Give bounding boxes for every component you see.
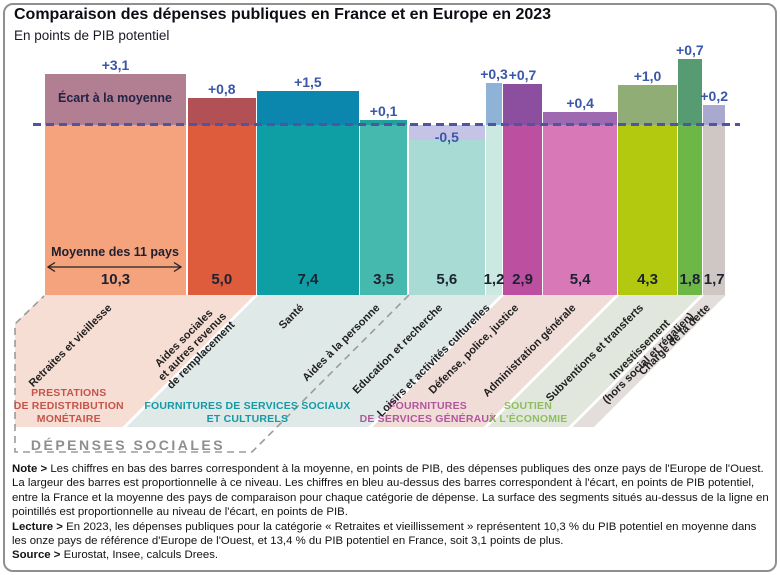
bar-subventions [618,125,677,295]
value-label-retraites: 10,3 [100,271,131,288]
gap-label-education: -0,5 [434,129,459,145]
bar-gap-segment-loisirs [486,82,502,125]
axis-label-aides-sociales: Aides sociales et autres revenus de rempla… [147,302,237,392]
bar-gap-segment-retraites [44,73,187,125]
chart-subtitle: En points de PIB potentiel [14,28,170,43]
depenses-sociales-label: DÉPENSES SOCIALES [30,437,226,453]
value-label-administration: 5,4 [569,271,591,288]
bar-sante [257,125,359,295]
value-label-defense: 2,9 [512,271,533,288]
gap-label-defense: +0,7 [508,66,537,83]
bar-gap-segment-subventions [618,85,677,125]
axis-label-retraites: Retraites et vieillesse [26,302,114,390]
axis-label-investissement: Investissement (hors social et régalien) [593,302,697,406]
bar-gap-segment-charge-dette [703,105,726,125]
value-label-loisirs: 1,2 [483,271,505,288]
gap-label-aides-sociales: +0,8 [207,80,236,97]
gap-label-investissement: +0,7 [676,41,704,58]
bar-loisirs [486,125,502,295]
gap-label-sante: +1,5 [294,73,322,90]
bar-gap-segment-investissement [678,58,702,125]
bar-aides-sociales [187,125,256,295]
gap-label-administration: +0,4 [566,95,594,112]
axis-label-line: Santé [276,302,307,332]
gap-label-aides-personne: +0,1 [369,103,398,120]
value-label-aides-personne: 3,5 [373,271,395,288]
bar-gap-segment-administration [543,112,617,125]
value-label-investissement: 1,8 [679,271,701,288]
bar-aides-personne [360,125,408,295]
gap-label-subventions: +1,0 [633,68,662,85]
note-text: Note > Les chiffres en bas des barres co… [12,463,769,519]
axis-label-sante: Santé [277,302,307,332]
bar-gap-segment-aides-sociales [187,97,256,125]
value-label-aides-sociales: 5,0 [211,271,233,288]
bar-charge-dette [703,125,726,295]
bar-gap-segment-sante [257,90,359,125]
bar-gap-segment-education [408,125,485,141]
gap-label-retraites: +3,1 [101,56,130,73]
bar-gap-segment-aides-personne [360,120,408,125]
group-title-line: À L'ÉCONOMIE [488,413,568,425]
bar-investissement [678,125,702,295]
mean-dashed-line [33,123,740,126]
axis-label-line: Retraites et vieillesse [26,302,115,390]
value-label-education: 5,6 [436,271,458,288]
bar-administration [543,125,617,295]
value-label-charge-dette: 1,7 [703,271,725,288]
gap-label-loisirs: +0,3 [480,65,508,82]
chart-title: Comparaison des dépenses publiques en Fr… [14,6,552,23]
value-label-subventions: 4,3 [637,271,658,288]
bar-gap-segment-defense [503,83,542,125]
gap-label-charge-dette: +0,2 [700,88,728,104]
bar-defense [503,125,542,295]
source-text: Source > Eurostat, Insee, calculs Drees. [12,549,219,562]
axis-label-line: Investissement [608,317,673,383]
lecture-text: Lecture > En 2023, les dépenses publique… [12,520,757,548]
bar-retraites [44,125,187,295]
mean-annotation-label: Moyenne des 11 pays [51,245,179,259]
footnotes: Note > Les chiffres en bas des barres co… [12,462,770,563]
group-title-line: PRESTATIONS [31,387,107,399]
gap-annotation-label: Écart à la moyenne [58,91,172,105]
bar-education [408,125,485,295]
value-label-sante: 7,4 [297,271,319,288]
